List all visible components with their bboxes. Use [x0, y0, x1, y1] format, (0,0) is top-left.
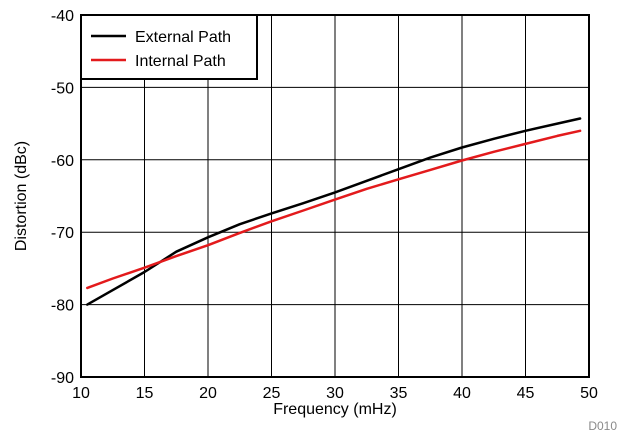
y-tick-label: -70	[51, 225, 74, 242]
x-tick-label: 35	[390, 385, 408, 402]
legend-label-internal-path: Internal Path	[135, 53, 226, 70]
tick-labels: 10 15 20 25 30 35 40 45 50 -40 -50 -60 -70 -80 -90	[51, 8, 598, 402]
x-tick-label: 45	[517, 385, 535, 402]
x-tick-label: 15	[136, 385, 154, 402]
y-tick-label: -50	[51, 80, 74, 97]
x-tick-label: 30	[326, 385, 344, 402]
y-tick-label: -40	[51, 8, 74, 25]
series-line-internal-path	[86, 129, 582, 290]
x-tick-label: 40	[453, 385, 471, 402]
x-tick-label: 50	[580, 385, 598, 402]
x-tick-label: 20	[199, 385, 217, 402]
figure-id: D010	[588, 419, 617, 433]
x-tick-label: 25	[263, 385, 281, 402]
legend: External Path Internal Path	[80, 14, 258, 80]
x-axis-title: Frequency (mHz)	[273, 401, 397, 418]
y-tick-label: -60	[51, 153, 74, 170]
legend-label-external-path: External Path	[135, 29, 231, 46]
legend-box	[80, 14, 258, 80]
y-tick-label: -90	[51, 370, 74, 387]
y-axis-title: Distortion (dBc)	[13, 141, 30, 251]
plot-frame	[80, 14, 590, 378]
data-series	[86, 117, 582, 306]
series-line-external-path	[86, 117, 582, 306]
x-tick-label: 10	[72, 385, 90, 402]
y-tick-label: -80	[51, 298, 74, 315]
